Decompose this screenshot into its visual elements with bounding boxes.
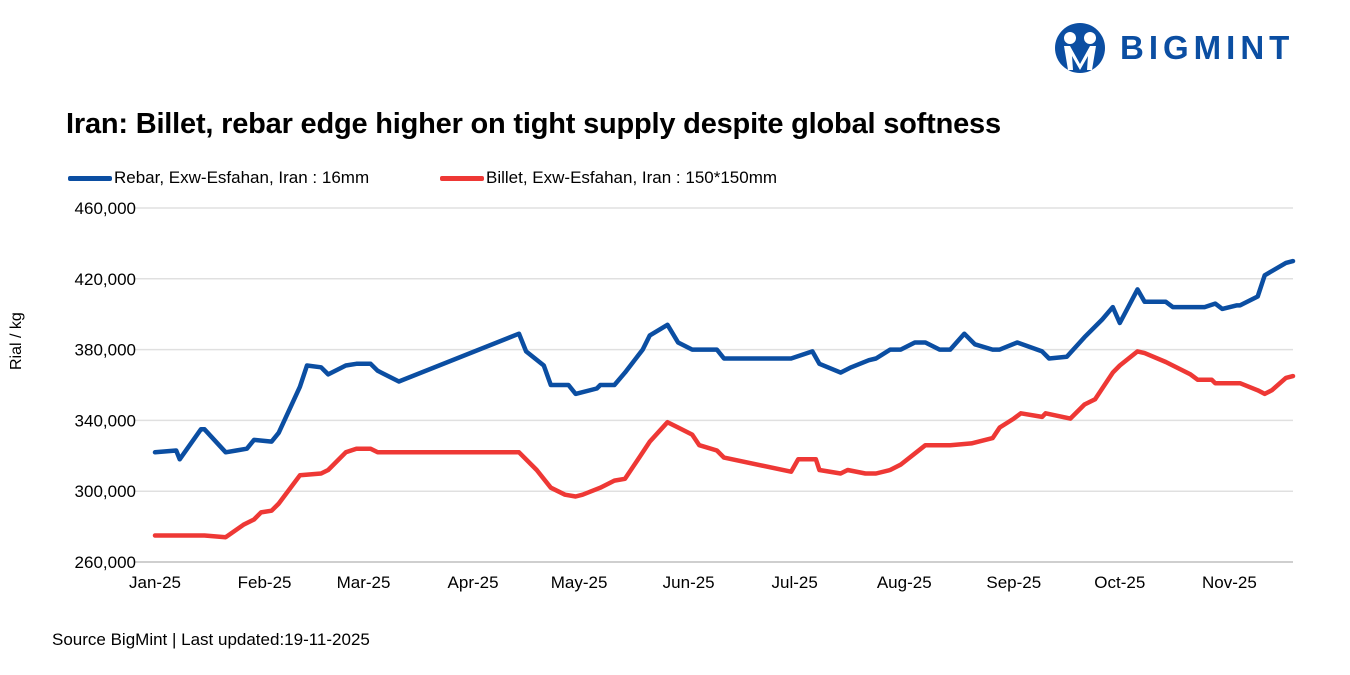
legend-swatch-rebar [68, 175, 112, 181]
y-tick-label: 340,000 [75, 411, 136, 430]
x-tick-label: May-25 [551, 573, 608, 592]
legend-swatch-billet [440, 175, 484, 181]
legend-label-billet: Billet, Exw-Esfahan, Iran : 150*150mm [486, 168, 778, 187]
x-tick-label: Apr-25 [448, 573, 499, 592]
y-tick-label: 460,000 [75, 199, 136, 218]
legend-item-rebar: Rebar, Exw-Esfahan, Iran : 16mm [68, 168, 369, 188]
x-tick-label: Jan-25 [129, 573, 181, 592]
y-tick-label: 300,000 [75, 482, 136, 501]
x-tick-label: Jul-25 [772, 573, 818, 592]
brand-name: BIGMINT [1120, 29, 1295, 66]
x-tick-label: Jun-25 [663, 573, 715, 592]
x-tick-label: Oct-25 [1094, 573, 1145, 592]
y-tick-label: 420,000 [75, 270, 136, 289]
y-tick-label: 260,000 [75, 553, 136, 572]
legend-label-rebar: Rebar, Exw-Esfahan, Iran : 16mm [114, 168, 370, 187]
x-tick-label: Mar-25 [337, 573, 391, 592]
y-tick-label: 380,000 [75, 341, 136, 360]
chart-title: Iran: Billet, rebar edge higher on tight… [66, 108, 1001, 140]
series-line-rebar [152, 258, 1296, 462]
bigmint-logo: BIGMINT [1054, 22, 1294, 74]
x-tick-label: Sep-25 [986, 573, 1041, 592]
x-tick-label: Nov-25 [1202, 573, 1257, 592]
source-note: Source BigMint | Last updated:19-11-2025 [52, 630, 370, 649]
legend-item-billet: Billet, Exw-Esfahan, Iran : 150*150mm [440, 168, 777, 188]
series-line-billet [152, 349, 1296, 540]
x-tick-label: Feb-25 [238, 573, 292, 592]
bigmint-logo-mark [1055, 23, 1105, 73]
x-tick-label: Aug-25 [877, 573, 932, 592]
